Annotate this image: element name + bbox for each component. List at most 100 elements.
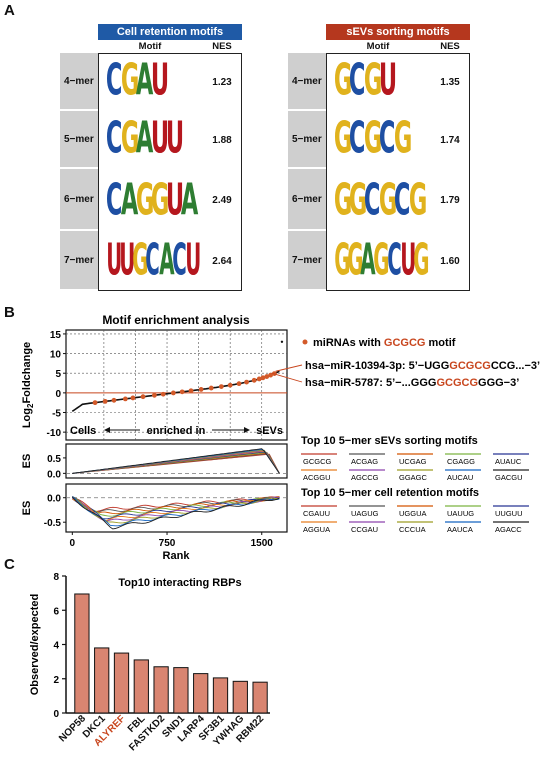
es-legend-label: CGAUU <box>303 509 330 518</box>
bar-y-tick-label: 0 <box>53 709 59 720</box>
y-tick-label: 0 <box>55 389 61 400</box>
region-mid-label: enriched in <box>147 425 206 437</box>
logo-letter-u: U <box>399 235 417 286</box>
bar-rbm22 <box>252 681 268 714</box>
nes-column-header: NES <box>212 41 232 52</box>
logo-letter-a: A <box>360 235 376 286</box>
nes-value: 2.49 <box>212 194 232 206</box>
bar-nop58 <box>74 593 90 714</box>
motif-row: 4−mer C G A U 1.23 <box>60 53 242 111</box>
logo-letter-g: G <box>333 175 353 226</box>
motif-table-body: 4−mer G C G U 1.35 5−mer G C G C G 1.74 6−mer G G C G C G 1.… <box>288 53 470 291</box>
motif-table-frame <box>98 53 242 291</box>
motif-enrichment-figure: Motif enrichment analysis 15 10 5 0 -5 -10 Log2… <box>21 313 540 562</box>
annotation-arrow <box>275 364 303 372</box>
motif-table-header: Motif NES <box>326 40 470 53</box>
logo-letter-c: C <box>348 113 366 164</box>
gcgcg-mirna-point <box>179 389 185 395</box>
x-tick-label: 750 <box>159 538 176 549</box>
gcgcg-mirna-point <box>152 392 157 398</box>
es-legend-label: UUGUU <box>495 509 523 518</box>
bar-fastkd2 <box>153 666 169 714</box>
kmer-label: 7−mer <box>288 231 326 289</box>
logo-letter-u: U <box>165 175 185 226</box>
main-plot-frame <box>65 329 288 441</box>
legend-suffix: motif <box>425 337 455 349</box>
motif-table-frame <box>326 53 470 291</box>
logo-letter-u: U <box>378 55 398 106</box>
logo-letter-g: G <box>132 235 149 286</box>
gcgcg-mirna-point <box>170 390 176 396</box>
y-tick-label: -5 <box>52 409 61 420</box>
y-label-part: Log <box>21 408 33 428</box>
nes-value: 1.74 <box>440 134 460 146</box>
gcgcg-mirna-point <box>264 374 270 379</box>
logo-letter-u: U <box>150 55 170 106</box>
logo-letter-c: C <box>105 113 123 164</box>
annot2-motif: GCGCG <box>436 377 478 389</box>
bar-fbl <box>133 659 149 714</box>
outlier-point <box>280 340 284 343</box>
gcgcg-mirna-point <box>111 397 117 403</box>
bar-dkc1 <box>94 647 110 714</box>
logo-letter-g: G <box>363 113 383 164</box>
y-tick-label: 10 <box>50 350 62 361</box>
gcgcg-mirna-point <box>198 387 204 392</box>
gcgcg-mirna-point <box>160 391 166 397</box>
panel-label-b: B <box>4 304 15 321</box>
annotation-arrow <box>271 372 303 383</box>
logo-letter-g: G <box>413 235 430 286</box>
main-y-label: Log2Foldchange <box>21 342 35 428</box>
es-curve-agacc <box>71 496 280 530</box>
es-y-label: ES <box>21 501 33 516</box>
x-axis-label: Rank <box>163 550 191 562</box>
annot2-pre: hsa−miR-5787: 5’−...GGG <box>305 377 436 389</box>
bar-sf3b1 <box>212 677 229 714</box>
logo-letter-g: G <box>348 175 368 226</box>
logo-letter-g: G <box>120 55 140 106</box>
es-legend-label: CCCUA <box>399 525 426 534</box>
y-tick-label: 15 <box>50 330 62 341</box>
enrichment-title: Motif enrichment analysis <box>102 313 250 327</box>
logo-letter-a: A <box>135 113 154 164</box>
logo-letter-g: G <box>333 113 353 164</box>
logo-letter-c: C <box>393 175 411 226</box>
kmer-label: 6−mer <box>60 169 98 229</box>
arrow-right-head <box>244 427 250 433</box>
motif-row: 7−mer G G A G C U G 1.60 <box>288 231 470 291</box>
logo-letter-u: U <box>106 235 123 286</box>
es-legend-label: UAGUG <box>351 509 379 518</box>
gcgcg-mirna-point <box>268 372 273 378</box>
annot2-post: GGG−3’ <box>478 377 519 389</box>
nes-value: 1.23 <box>212 76 232 88</box>
kmer-label: 5−mer <box>60 111 98 167</box>
es-legend-label: ACGAG <box>351 457 378 466</box>
motif-row: 6−mer C A G G U A 2.49 <box>60 169 242 231</box>
gcgcg-mirna-point <box>256 376 262 382</box>
logo-letter-c: C <box>386 235 402 286</box>
logo-letter-g: G <box>408 175 428 226</box>
legend-motif: GCGCG <box>384 337 426 349</box>
gcgcg-mirna-point <box>218 384 224 390</box>
logo-letter-g: G <box>393 113 413 164</box>
logo-letter-g: G <box>333 55 353 106</box>
es-legend-label: CCGAU <box>351 525 378 534</box>
arrow-left-head <box>104 427 110 433</box>
y-tick-label: 5 <box>55 369 61 380</box>
gcgcg-mirna-point <box>260 375 266 381</box>
bar-y-label: Observed/expected <box>29 594 41 696</box>
es-y-tick-label: 0.5 <box>47 454 61 465</box>
kmer-label: 4−mer <box>60 53 98 109</box>
logo-letter-u: U <box>150 113 170 164</box>
motif-table-header: Motif NES <box>98 40 242 53</box>
annotation-mir-5787: hsa−miR-5787: 5’−...GGGGCGCGGGG−3’ <box>305 377 519 389</box>
es-legend-title: Top 10 5−mer cell retention motifs <box>301 487 479 499</box>
es-legend-label: GGAGC <box>399 473 428 482</box>
gcgcg-mirna-point <box>208 385 214 391</box>
gcgcg-mirna-point <box>244 379 249 385</box>
